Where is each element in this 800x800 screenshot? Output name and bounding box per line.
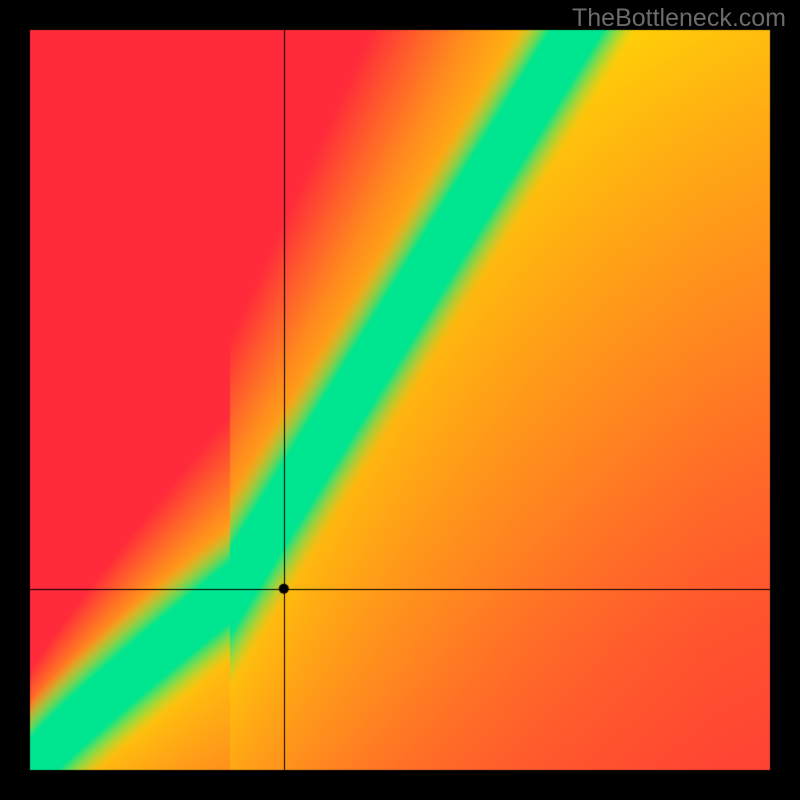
bottleneck-heatmap [0,0,800,800]
